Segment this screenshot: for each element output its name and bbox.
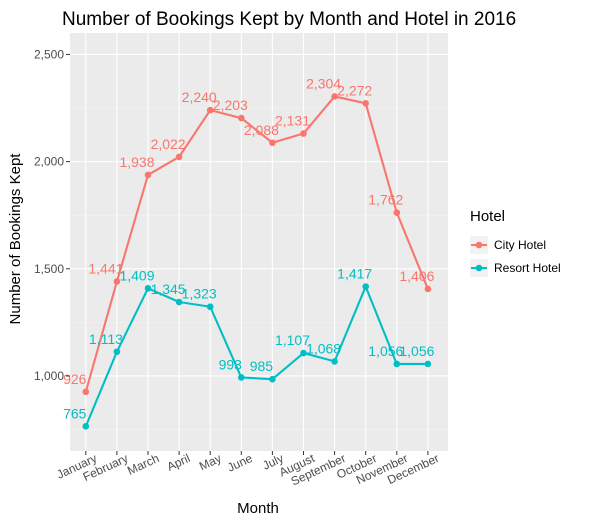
resort-hotel-data-label: 1,323 bbox=[182, 286, 217, 302]
resort-hotel-data-label: 1,345 bbox=[151, 281, 186, 297]
city-hotel-data-label: 2,088 bbox=[244, 122, 279, 138]
legend-key-point-city-hotel bbox=[475, 241, 483, 249]
resort-hotel-point bbox=[424, 360, 432, 368]
city-hotel-point bbox=[269, 139, 276, 147]
x-tick-label: March bbox=[125, 451, 161, 478]
resort-hotel-point bbox=[82, 423, 90, 430]
city-hotel-data-label: 1,406 bbox=[399, 268, 434, 284]
resort-hotel-data-label: 985 bbox=[250, 358, 274, 374]
grid-major bbox=[70, 33, 448, 451]
resort-hotel-point bbox=[113, 348, 121, 356]
city-hotel-point bbox=[144, 171, 152, 179]
resort-hotel-data-label: 1,056 bbox=[399, 343, 434, 359]
resort-hotel-point bbox=[362, 283, 370, 290]
plot-panel bbox=[70, 33, 448, 451]
city-hotel-point bbox=[175, 153, 183, 161]
y-axis-title: Number of Bookings Kept bbox=[7, 153, 24, 325]
resort-hotel-point bbox=[206, 303, 214, 311]
y-tick-label: 2,500 bbox=[34, 47, 64, 61]
resort-hotel-data-label: 993 bbox=[219, 356, 243, 372]
legend-label-city-hotel: City Hotel bbox=[494, 238, 546, 252]
city-hotel-point bbox=[113, 278, 121, 285]
resort-hotel-data-label: 1,056 bbox=[368, 343, 403, 359]
city-hotel-point bbox=[393, 209, 401, 216]
resort-hotel-point bbox=[144, 285, 152, 292]
resort-hotel-point bbox=[393, 360, 401, 368]
city-hotel-line bbox=[84, 95, 429, 393]
y-tick-label: 2,000 bbox=[34, 155, 64, 169]
city-hotel-point bbox=[238, 114, 245, 122]
resort-hotel-point bbox=[175, 298, 183, 306]
legend-key-point-resort-hotel bbox=[475, 264, 483, 272]
city-hotel-point bbox=[362, 100, 370, 107]
y-tick-label: 1,500 bbox=[34, 262, 64, 276]
y-axis: 1,000 1,500 2,000 2,500 bbox=[34, 47, 70, 383]
city-hotel-data-label: 2,131 bbox=[275, 113, 310, 129]
series-layer bbox=[82, 93, 432, 430]
x-tick-label: May bbox=[197, 451, 223, 473]
resort-hotel-point bbox=[331, 358, 338, 365]
resort-hotel-data-label: 1,113 bbox=[89, 331, 123, 347]
city-hotel-point bbox=[331, 93, 338, 100]
legend-title: Hotel bbox=[470, 208, 505, 225]
city-hotel-data-label: 2,240 bbox=[182, 89, 217, 105]
resort-hotel-point bbox=[300, 349, 307, 357]
city-hotel-point bbox=[424, 285, 432, 293]
city-hotel-data-label: 2,304 bbox=[306, 75, 341, 91]
y-tick-label: 1,000 bbox=[34, 369, 64, 383]
city-hotel-data-label: 2,272 bbox=[337, 82, 372, 98]
resort-hotel-data-label: 1,409 bbox=[119, 267, 154, 283]
city-hotel-data-label: 2,203 bbox=[213, 97, 248, 113]
resort-hotel-point bbox=[269, 375, 276, 383]
legend: Hotel City Hotel Resort Hotel bbox=[470, 208, 561, 277]
resort-hotel-data-label: 1,068 bbox=[306, 340, 341, 356]
x-tick-label: June bbox=[225, 451, 255, 475]
chart-title: Number of Bookings Kept by Month and Hot… bbox=[62, 9, 516, 30]
grid-minor bbox=[70, 107, 448, 430]
city-hotel-data-label: 2,022 bbox=[151, 136, 186, 152]
city-hotel-data-label: 1,762 bbox=[368, 192, 403, 208]
city-hotel-point bbox=[206, 106, 214, 114]
x-axis-title: Month bbox=[237, 500, 279, 517]
resort-hotel-data-label: 1,107 bbox=[275, 332, 310, 348]
city-hotel-data-label: 1,938 bbox=[119, 154, 154, 170]
resort-hotel-point bbox=[238, 374, 245, 381]
resort-hotel-line bbox=[84, 285, 428, 427]
city-hotel-point bbox=[82, 388, 90, 396]
resort-hotel-data-label: 765 bbox=[63, 405, 87, 421]
resort-hotel-data-label: 1,417 bbox=[337, 266, 372, 282]
city-hotel-data-label: 926 bbox=[63, 371, 87, 387]
legend-label-resort-hotel: Resort Hotel bbox=[494, 261, 561, 275]
city-hotel-point bbox=[300, 130, 307, 137]
x-tick-label: April bbox=[165, 451, 193, 474]
city-hotel-data-label: 1,441 bbox=[88, 260, 123, 276]
